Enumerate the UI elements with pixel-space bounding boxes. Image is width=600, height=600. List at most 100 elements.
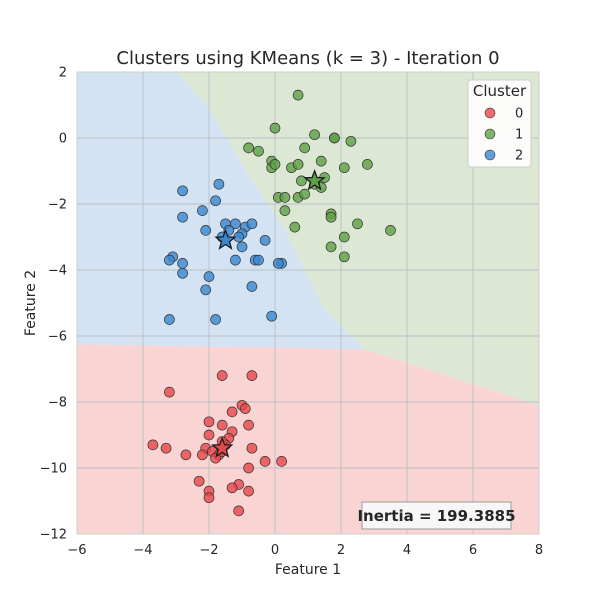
point-cluster-1 <box>325 241 337 253</box>
centroid-cluster-2 <box>214 228 237 250</box>
point-cluster-2 <box>164 254 175 266</box>
point-cluster-1 <box>338 231 350 243</box>
point-cluster-0 <box>243 462 254 474</box>
x-tick-label: 6 <box>469 543 477 558</box>
point-cluster-0 <box>243 485 254 497</box>
point-cluster-1 <box>243 142 254 154</box>
point-cluster-0 <box>243 419 254 431</box>
point-cluster-1 <box>329 132 340 144</box>
x-axis-ticks: −6 −4 −2 0 2 4 6 8 <box>67 543 543 558</box>
point-cluster-2 <box>266 310 278 322</box>
point-cluster-0 <box>197 449 208 461</box>
point-cluster-1 <box>338 251 350 263</box>
legend-marker-1 <box>484 128 496 140</box>
x-tick-label: −6 <box>67 543 86 558</box>
point-cluster-2 <box>177 267 188 279</box>
y-axis-ticks: −12 −10 −8 −6 −4 −2 0 2 <box>40 66 67 543</box>
legend-label-2: 2 <box>515 149 523 164</box>
centroids <box>210 169 326 458</box>
y-tick-label: −2 <box>48 198 67 213</box>
point-cluster-0 <box>203 492 215 504</box>
point-cluster-1 <box>325 211 337 223</box>
decision-regions <box>77 72 539 534</box>
point-cluster-1 <box>296 175 307 187</box>
point-cluster-1 <box>338 162 350 174</box>
point-cluster-0 <box>246 442 258 454</box>
point-cluster-2 <box>213 178 225 190</box>
legend-frame <box>467 79 532 168</box>
point-cluster-0 <box>239 403 251 414</box>
point-cluster-2 <box>200 225 212 236</box>
point-cluster-1 <box>352 218 363 230</box>
point-cluster-2 <box>164 314 175 325</box>
point-cluster-2 <box>259 234 271 246</box>
point-cluster-0 <box>226 406 238 418</box>
y-tick-label: −12 <box>40 528 67 543</box>
point-cluster-1 <box>269 122 281 134</box>
point-cluster-1 <box>362 159 373 170</box>
point-cluster-0 <box>164 386 175 398</box>
plot-frame <box>76 71 540 535</box>
point-cluster-0 <box>180 449 192 461</box>
point-cluster-2 <box>246 218 258 230</box>
point-cluster-0 <box>147 439 159 451</box>
point-cluster-1 <box>269 159 281 170</box>
point-cluster-1 <box>315 155 327 167</box>
y-axis-label: Feature 2 <box>23 270 39 336</box>
legend-marker-2 <box>484 149 496 161</box>
x-tick-label: 4 <box>403 543 411 558</box>
point-cluster-2 <box>200 284 212 296</box>
point-cluster-2 <box>210 314 221 325</box>
legend-label-0: 0 <box>515 107 523 122</box>
point-cluster-2 <box>210 195 221 207</box>
x-tick-label: −2 <box>199 543 218 558</box>
point-cluster-0 <box>203 429 215 441</box>
point-cluster-1 <box>289 221 301 233</box>
point-cluster-0 <box>226 482 238 494</box>
point-cluster-0 <box>160 442 172 454</box>
point-cluster-1 <box>345 135 357 147</box>
y-tick-label: −10 <box>40 462 67 477</box>
point-cluster-2 <box>253 254 264 266</box>
inertia-box <box>361 501 512 530</box>
point-cluster-2 <box>177 185 188 197</box>
inertia-annotation: Inertia = 199.3885 <box>357 501 516 530</box>
point-cluster-1 <box>299 188 311 200</box>
point-cluster-1 <box>292 159 304 170</box>
point-cluster-1 <box>253 145 264 157</box>
point-cluster-2 <box>177 258 188 269</box>
point-cluster-2 <box>246 281 258 292</box>
point-cluster-0 <box>203 416 215 428</box>
point-cluster-2 <box>230 218 241 230</box>
point-cluster-1 <box>309 129 320 141</box>
point-cluster-1 <box>299 142 311 154</box>
region-cluster-2 <box>77 72 365 350</box>
point-cluster-2 <box>230 254 241 266</box>
centroid-cluster-0 <box>210 436 234 458</box>
point-cluster-1 <box>279 205 291 216</box>
point-cluster-2 <box>197 205 208 216</box>
point-cluster-0 <box>246 370 258 381</box>
point-cluster-0 <box>193 475 205 487</box>
point-cluster-0 <box>216 370 228 381</box>
y-tick-label: 2 <box>59 66 67 81</box>
centroid-cluster-1 <box>303 169 326 191</box>
point-cluster-0 <box>216 419 228 431</box>
point-cluster-2 <box>272 258 284 269</box>
point-cluster-2 <box>236 241 248 253</box>
region-cluster-1 <box>176 72 539 406</box>
chart-title: Clusters using KMeans (k = 3) - Iteratio… <box>116 48 499 69</box>
x-tick-label: −4 <box>133 543 152 558</box>
point-cluster-1 <box>292 89 304 101</box>
point-cluster-1 <box>385 225 396 236</box>
x-axis-label: Feature 1 <box>275 562 341 578</box>
legend: Cluster 0 1 2 <box>467 79 532 168</box>
point-cluster-2 <box>203 271 215 282</box>
point-cluster-0 <box>233 505 245 517</box>
gridlines <box>77 72 539 534</box>
point-cluster-1 <box>279 192 291 203</box>
inertia-text: Inertia = 199.3885 <box>357 507 515 525</box>
x-tick-label: 8 <box>535 543 543 558</box>
legend-title: Cluster <box>473 82 527 100</box>
